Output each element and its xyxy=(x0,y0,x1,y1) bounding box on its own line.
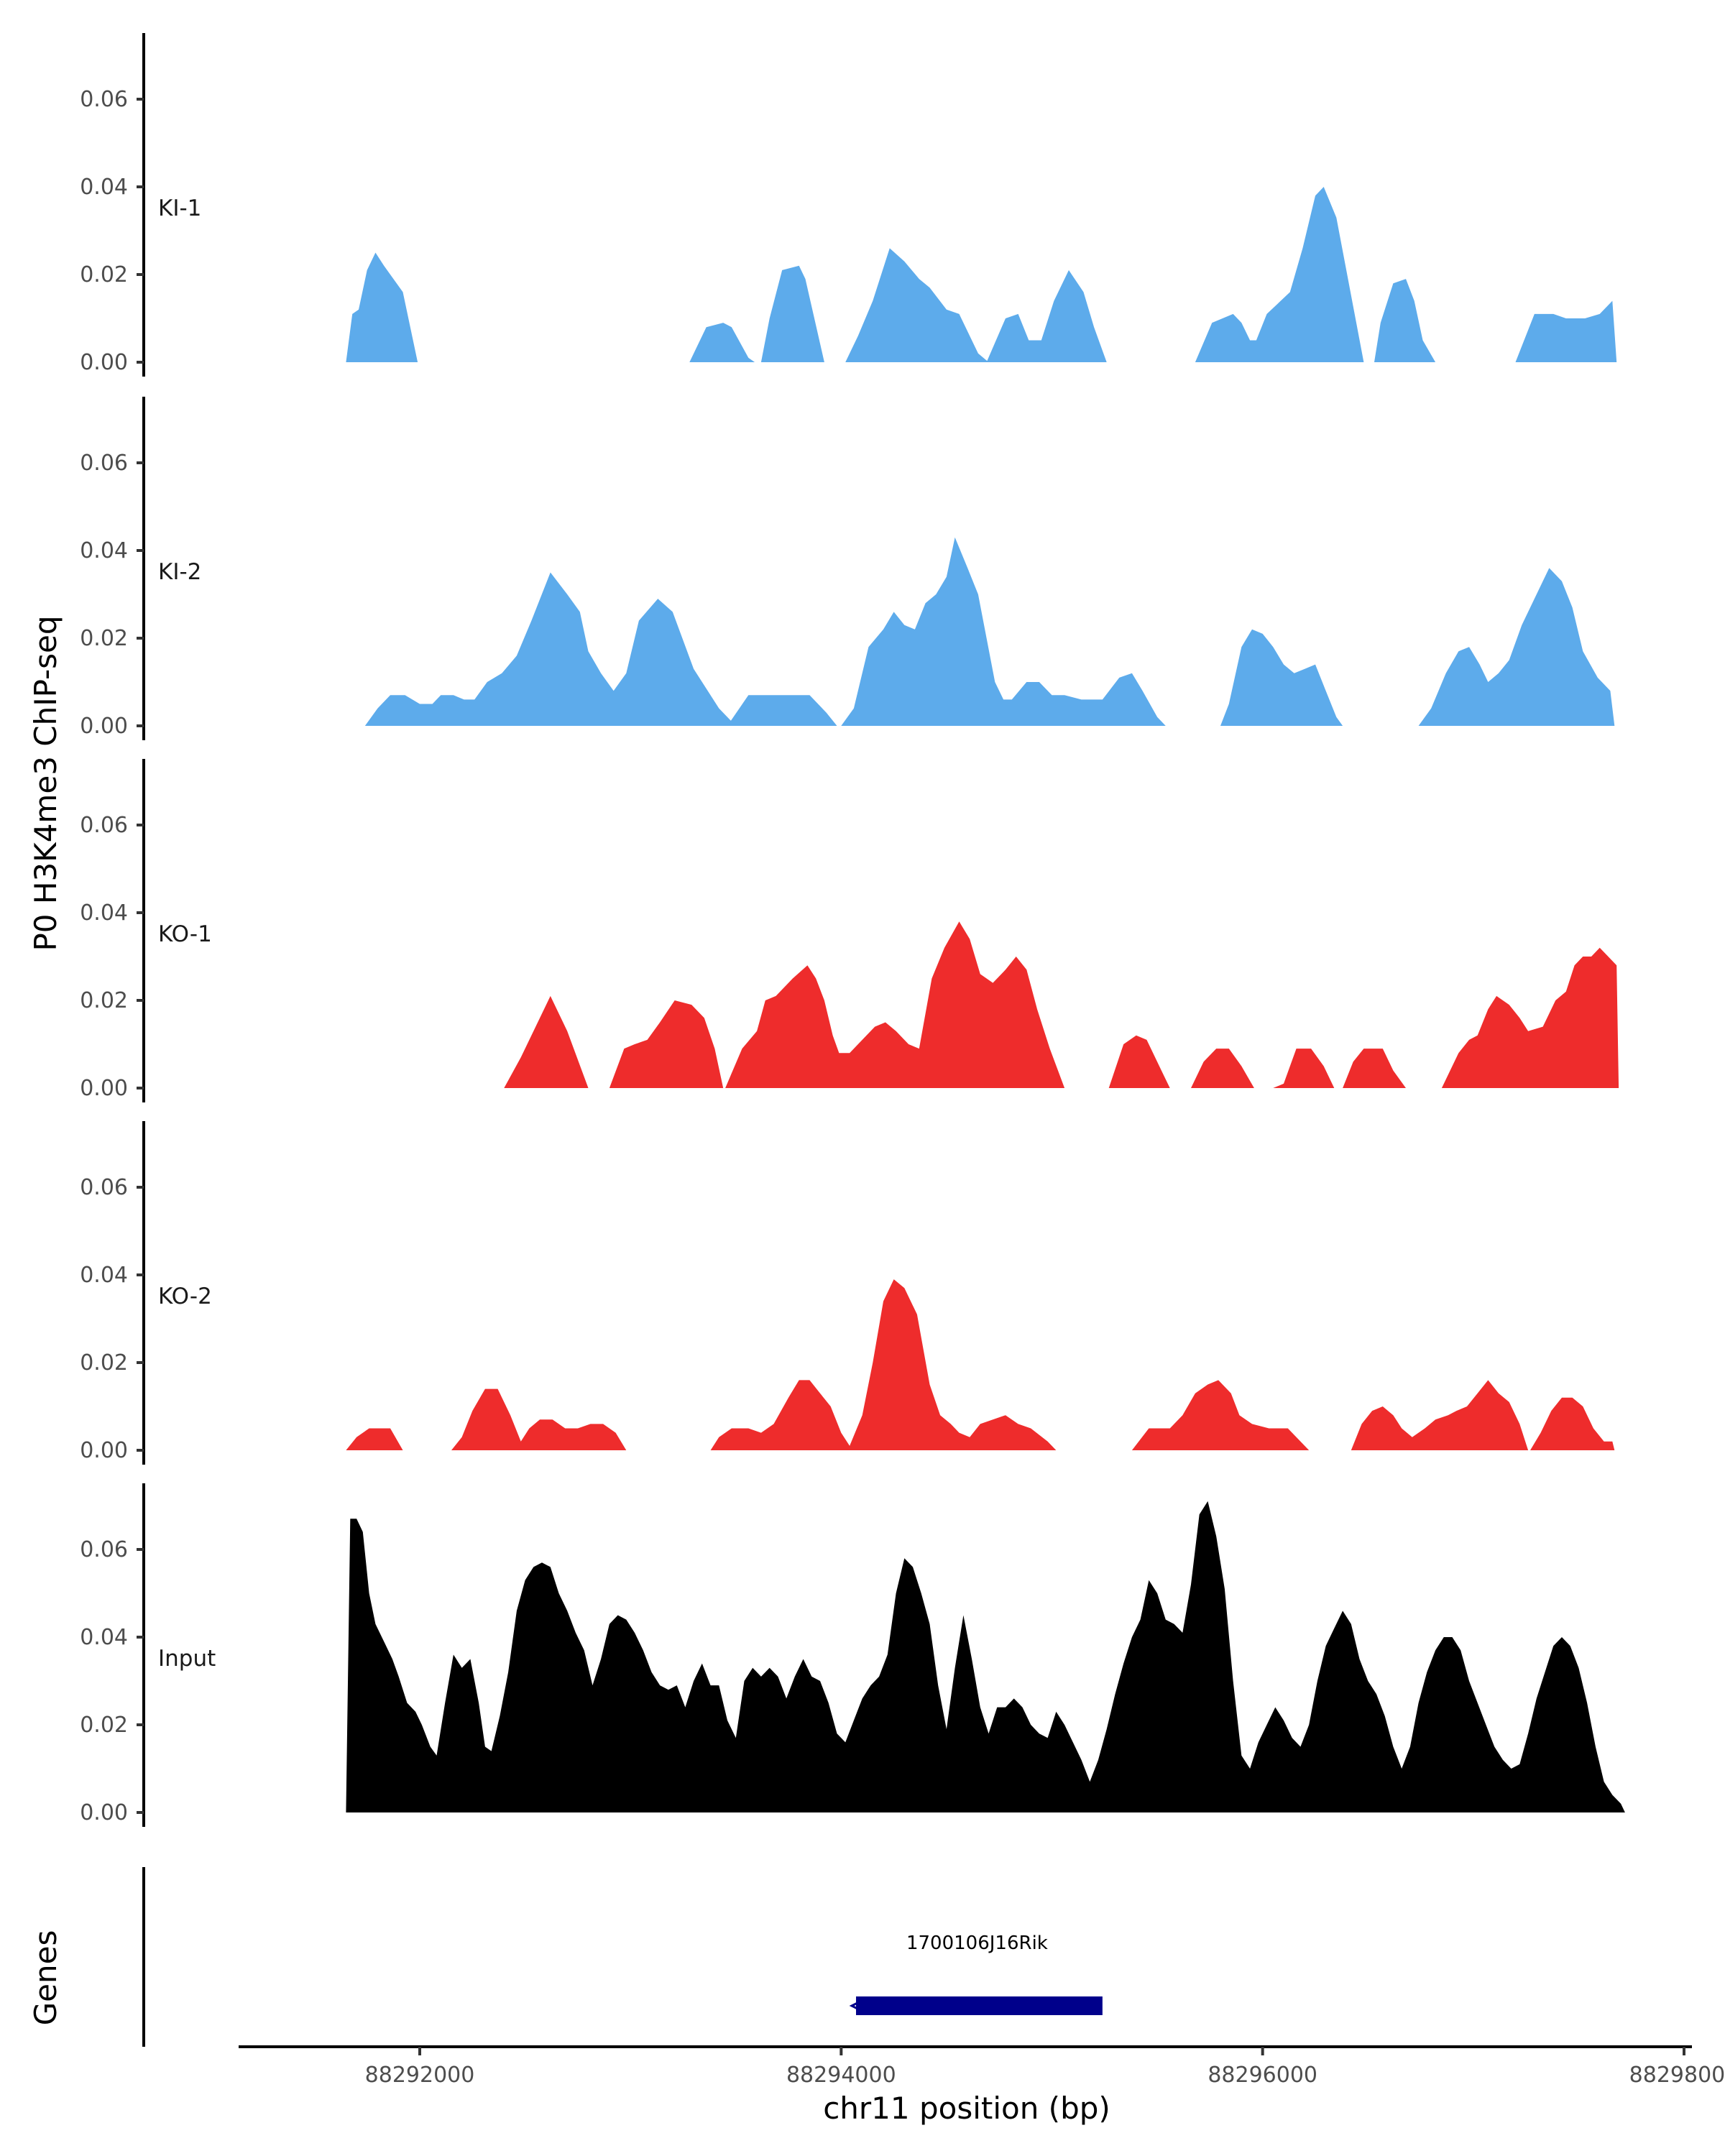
signal-area xyxy=(1343,1049,1406,1088)
signal-area xyxy=(1515,300,1617,362)
y-tick-label: 0.04 xyxy=(80,1625,128,1650)
signal-area xyxy=(1441,947,1619,1088)
signal-area xyxy=(725,921,1065,1088)
signal-area xyxy=(504,995,589,1088)
signal-area xyxy=(689,323,755,362)
y-tick-label: 0.00 xyxy=(80,350,128,375)
y-tick-label: 0.02 xyxy=(80,988,128,1013)
y-tick-label: 0.04 xyxy=(80,538,128,563)
gene-label: 1700106J16Rik xyxy=(906,1932,1048,1954)
signal-area xyxy=(346,1501,1625,1812)
y-tick-label: 0.06 xyxy=(80,1537,128,1562)
signal-area xyxy=(1220,629,1343,726)
x-tick-label: 88292000 xyxy=(365,2063,475,2088)
signal-area xyxy=(841,537,1166,726)
track-label: KI-2 xyxy=(158,559,201,585)
x-tick-label: 88294000 xyxy=(786,2063,896,2088)
track-label: KO-2 xyxy=(158,1284,212,1309)
y-tick-label: 0.04 xyxy=(80,175,128,200)
y-tick-label: 0.06 xyxy=(80,1175,128,1200)
signal-area xyxy=(609,1000,724,1088)
signal-area xyxy=(710,1279,1057,1450)
signal-area xyxy=(346,252,418,362)
tracks-layer: 0.00 0.02 0.04 0.06 KI-1 0.00 0.02 0.04 0.06 KI-2… xyxy=(80,33,1625,1827)
signal-area xyxy=(1108,1035,1170,1088)
signal-area xyxy=(1273,1049,1335,1088)
genes-panel-title: Genes xyxy=(28,1930,63,2026)
track-ki-1: 0.00 0.02 0.04 0.06 KI-1 xyxy=(80,33,1617,377)
signal-area xyxy=(1530,1397,1615,1450)
signal-area xyxy=(1374,279,1436,362)
track-input: 0.00 0.02 0.04 0.06 Input xyxy=(80,1483,1625,1827)
signal-area xyxy=(1351,1380,1529,1450)
track-ko-2: 0.00 0.02 0.04 0.06 KO-2 xyxy=(80,1121,1615,1465)
y-tick-label: 0.06 xyxy=(80,87,128,112)
signal-area xyxy=(364,572,736,726)
y-tick-label: 0.04 xyxy=(80,900,128,926)
signal-area xyxy=(1195,187,1364,362)
track-ki-2: 0.00 0.02 0.04 0.06 KI-2 xyxy=(80,397,1615,740)
gene-1700106j16rik: 1700106J16Rik xyxy=(849,1932,1103,2015)
signal-area xyxy=(451,1388,627,1450)
signal-area xyxy=(1131,1380,1310,1450)
track-ko-1: 0.00 0.02 0.04 0.06 KO-1 xyxy=(80,759,1619,1102)
y-tick-label: 0.02 xyxy=(80,1350,128,1376)
signal-area xyxy=(986,270,1107,362)
genes-layer: 1700106J16Rik xyxy=(142,1867,1103,2047)
x-tick-label: 88298000 xyxy=(1629,2063,1725,2088)
y-tick-label: 0.00 xyxy=(80,714,128,739)
signal-area xyxy=(727,695,837,726)
signal-area xyxy=(760,265,824,362)
signal-area xyxy=(845,248,989,362)
track-label: KO-1 xyxy=(158,921,212,947)
x-axis-title: chr11 position (bp) xyxy=(823,2091,1110,2126)
y-tick-label: 0.02 xyxy=(80,262,128,287)
gene-body xyxy=(855,1996,1103,2015)
signal-area xyxy=(346,1428,403,1450)
y-tick-label: 0.04 xyxy=(80,1263,128,1288)
signal-area xyxy=(1418,568,1615,726)
y-tick-label: 0.00 xyxy=(80,1076,128,1101)
y-tick-label: 0.02 xyxy=(80,1713,128,1738)
x-axis: 88292000 88294000 88296000 88298000 xyxy=(239,2045,1725,2088)
track-label: Input xyxy=(158,1646,216,1672)
y-tick-label: 0.06 xyxy=(80,813,128,838)
y-tick-label: 0.00 xyxy=(80,1438,128,1463)
gene-strand-arrow xyxy=(849,1999,862,2012)
y-tick-label: 0.06 xyxy=(80,451,128,476)
y-axis-title: P0 H3K4me3 ChIP-seq xyxy=(28,615,63,951)
x-tick-label: 88296000 xyxy=(1208,2063,1317,2088)
y-tick-label: 0.00 xyxy=(80,1800,128,1825)
signal-area xyxy=(1191,1049,1254,1088)
y-tick-label: 0.02 xyxy=(80,626,128,651)
track-label: KI-1 xyxy=(158,195,201,221)
